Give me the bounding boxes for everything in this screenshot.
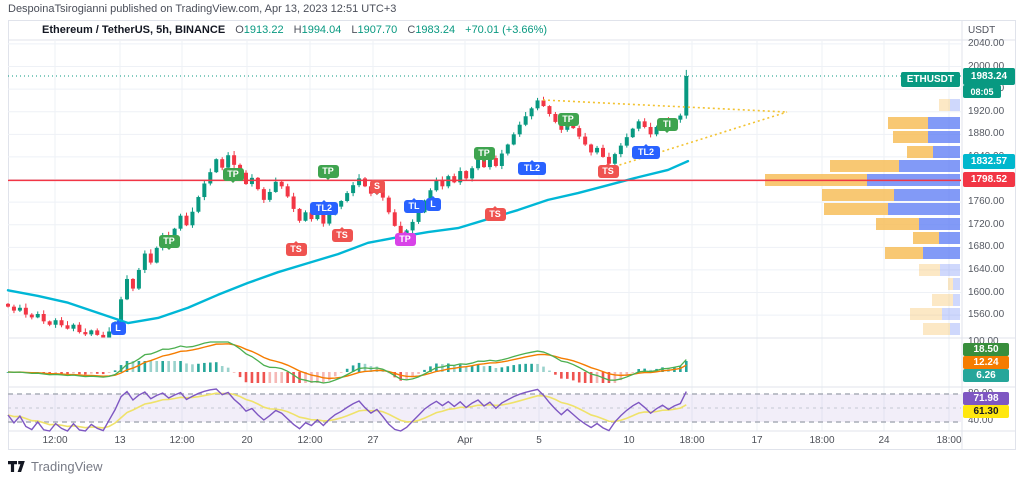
low-label: L bbox=[351, 24, 358, 36]
tradingview-logo[interactable]: TradingView bbox=[8, 459, 103, 474]
open-value: 1913.22 bbox=[243, 24, 284, 36]
low-value: 1907.70 bbox=[357, 24, 398, 36]
close-value: 1983.24 bbox=[415, 24, 456, 36]
high-value: 1994.04 bbox=[301, 24, 342, 36]
chart-legend: Ethereum / TetherUS, 5h, BINANCE O1913.2… bbox=[8, 20, 1016, 40]
open-label: O bbox=[235, 24, 244, 36]
tradingview-logo-icon bbox=[8, 460, 25, 472]
change-value: +70.01 (+3.66%) bbox=[465, 24, 548, 36]
tradingview-logo-text: TradingView bbox=[31, 459, 103, 474]
published-attribution: DespoinaTsirogianni published on Trading… bbox=[8, 3, 397, 15]
close-label: C bbox=[407, 24, 416, 36]
chart-frame bbox=[8, 20, 1016, 450]
symbol-title[interactable]: Ethereum / TetherUS, 5h, BINANCE bbox=[42, 24, 226, 36]
high-label: H bbox=[293, 24, 302, 36]
